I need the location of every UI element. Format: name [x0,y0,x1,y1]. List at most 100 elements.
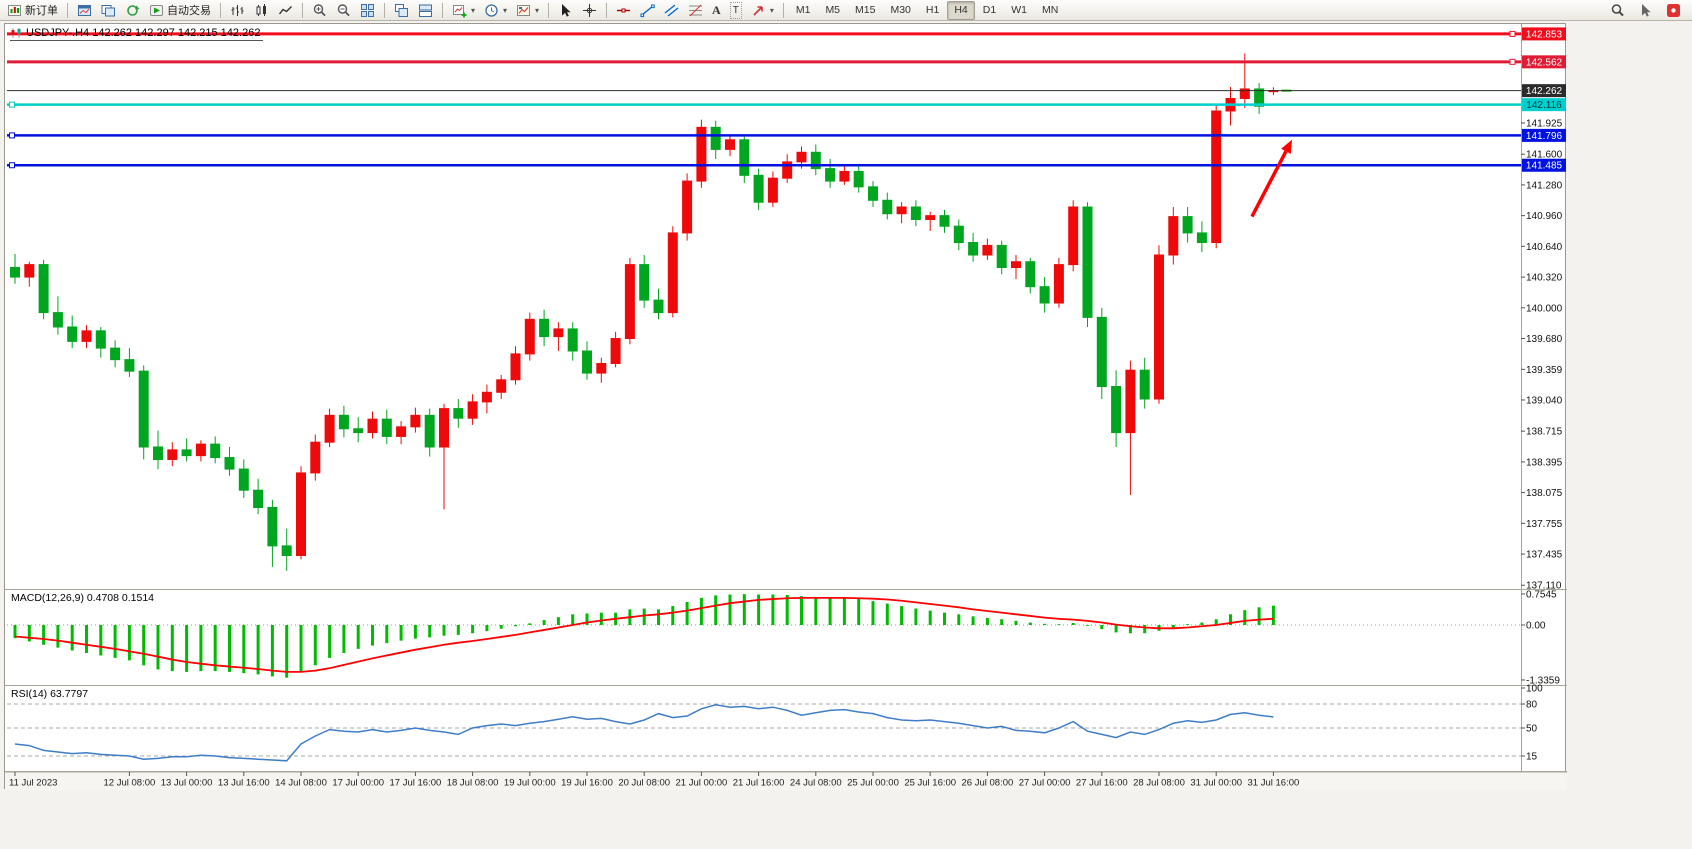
shapes-icon [753,5,763,16]
tf-m30-button[interactable]: M30 [883,1,917,20]
trendline-tool-button[interactable] [636,1,659,20]
crosshair-icon [583,3,597,17]
svg-text:21 Jul 16:00: 21 Jul 16:00 [733,778,785,789]
svg-text:141.280: 141.280 [1526,180,1563,191]
channel-tool-button[interactable] [660,1,683,20]
svg-text:141.600: 141.600 [1526,150,1563,161]
refresh-button[interactable] [121,1,144,20]
toolbar-separator [606,2,608,18]
svg-text:15: 15 [1526,752,1538,763]
shapes-tool-button[interactable]: ▾ [747,1,778,20]
svg-text:140.320: 140.320 [1526,273,1563,284]
svg-text:0.00: 0.00 [1526,621,1546,632]
svg-text:100: 100 [1526,684,1543,695]
new-order-button[interactable]: 新订单 [3,1,62,20]
annotation-arrow[interactable] [1250,139,1292,218]
chart-title-bar: USDJPY-.H4 142.262 142.297 142.215 142.2… [10,27,264,41]
cascade-windows-icon [395,3,408,17]
tf-w1-button[interactable]: W1 [1004,1,1034,20]
crosshair-tool-button[interactable] [578,1,601,20]
cursor-tool-button[interactable] [554,1,577,20]
pointer-icon [1642,3,1651,17]
svg-text:-1.3359: -1.3359 [1526,675,1560,686]
cascade-windows-button[interactable] [390,1,413,20]
tf-mn-button[interactable]: MN [1035,1,1065,20]
svg-text:139.359: 139.359 [1526,365,1563,376]
trendline-icon [640,4,655,17]
toolbar-separator [67,2,68,18]
tile-horizontal-button[interactable] [414,1,437,20]
rsi-line [14,704,1274,762]
text-tool-button[interactable]: A [708,1,725,20]
svg-text:142.562: 142.562 [1526,57,1563,68]
tf-m5-button[interactable]: M5 [818,1,847,20]
notification-button[interactable] [1662,1,1685,20]
new-chart-icon [453,4,467,17]
new-order-label: 新订单 [25,5,58,17]
svg-text:0.7545: 0.7545 [1526,589,1557,600]
price-tag-141.796 [1522,128,1566,142]
fibonacci-icon [689,4,703,16]
candlestick-button[interactable] [250,1,273,20]
svg-text:50: 50 [1526,724,1538,735]
candles-layer[interactable] [10,53,1279,571]
rsi-label: RSI(14) 63.7797 [11,688,89,700]
tf-m1-button[interactable]: M1 [789,1,818,20]
tf-h4-button[interactable]: H4 [947,0,975,20]
zoom-in-button[interactable] [308,1,331,20]
horizontal-line-icon [617,8,631,12]
zoom-out-button[interactable] [332,1,355,20]
svg-text:25 Jul 16:00: 25 Jul 16:00 [904,778,956,789]
charts-button[interactable] [73,1,96,20]
auto-trading-icon [150,4,163,16]
svg-text:24 Jul 08:00: 24 Jul 08:00 [790,778,842,789]
bar-chart-icon [231,4,244,16]
period-icon [485,3,498,17]
chart-title: USDJPY-.H4 142.262 142.297 142.215 142.2… [26,27,261,39]
line-chart-icon [278,5,292,14]
toolbar-separator [220,2,221,18]
svg-text:138.715: 138.715 [1526,427,1563,438]
template-button[interactable]: ▾ [512,1,543,20]
svg-text:140.000: 140.000 [1526,303,1563,314]
horizontal-line-tool-button[interactable] [612,1,635,20]
search-button[interactable] [1606,1,1629,20]
tile-windows-button[interactable] [356,1,379,20]
svg-text:141.485: 141.485 [1526,161,1563,172]
svg-text:141.796: 141.796 [1526,131,1563,142]
hline-objects[interactable]: 142.853 142.562 142.262 142.116 141.796 141.4… [7,27,1566,172]
tf-m15-button[interactable]: M15 [848,1,882,20]
main-toolbar: 新订单 自动交易 ▾ ▾ ▾ A T ▾ M1 M5 M15 M30 H1 H4… [0,0,1692,21]
svg-text:20 Jul 08:00: 20 Jul 08:00 [618,778,670,789]
label-tool-button[interactable]: T [726,1,746,20]
charts-icon [78,4,91,16]
pointer-button[interactable] [1634,1,1657,20]
price-tag-142.562 [1522,55,1566,69]
svg-text:137.435: 137.435 [1526,550,1563,561]
price-tag-142.262 [1522,84,1566,98]
new-chart-button[interactable]: ▾ [448,1,479,20]
rsi-panel: 100 80 50 15 [7,684,1543,763]
bar-chart-button[interactable] [226,1,249,20]
macd-label: MACD(12,26,9) 0.4708 0.1514 [11,592,155,604]
search-icon [1611,3,1624,16]
time-axis: 11 Jul 2023 12 Jul 08:00 13 Jul 00:00 13 Ju… [5,771,1567,790]
toolbar-separator [384,2,385,18]
svg-text:137.755: 137.755 [1526,519,1563,530]
period-button[interactable]: ▾ [480,1,511,20]
svg-text:19 Jul 00:00: 19 Jul 00:00 [504,778,556,789]
tf-h1-button[interactable]: H1 [919,1,946,20]
tf-d1-button[interactable]: D1 [976,1,1003,20]
toolbar-separator [782,2,784,18]
profiles-button[interactable] [97,1,120,20]
svg-text:80: 80 [1526,700,1538,711]
line-chart-button[interactable] [274,1,297,20]
chart-window[interactable]: 0.7545 0.00 -1.3359 100 80 50 15 141.925 141.600… [4,23,1567,790]
macd-panel: 0.7545 0.00 -1.3359 [7,589,1560,686]
price-tag-141.485 [1522,158,1566,172]
fibonacci-tool-button[interactable] [684,1,707,20]
profiles-icon [101,4,115,16]
auto-trading-button[interactable]: 自动交易 [145,1,215,20]
svg-text:141.925: 141.925 [1526,119,1563,130]
